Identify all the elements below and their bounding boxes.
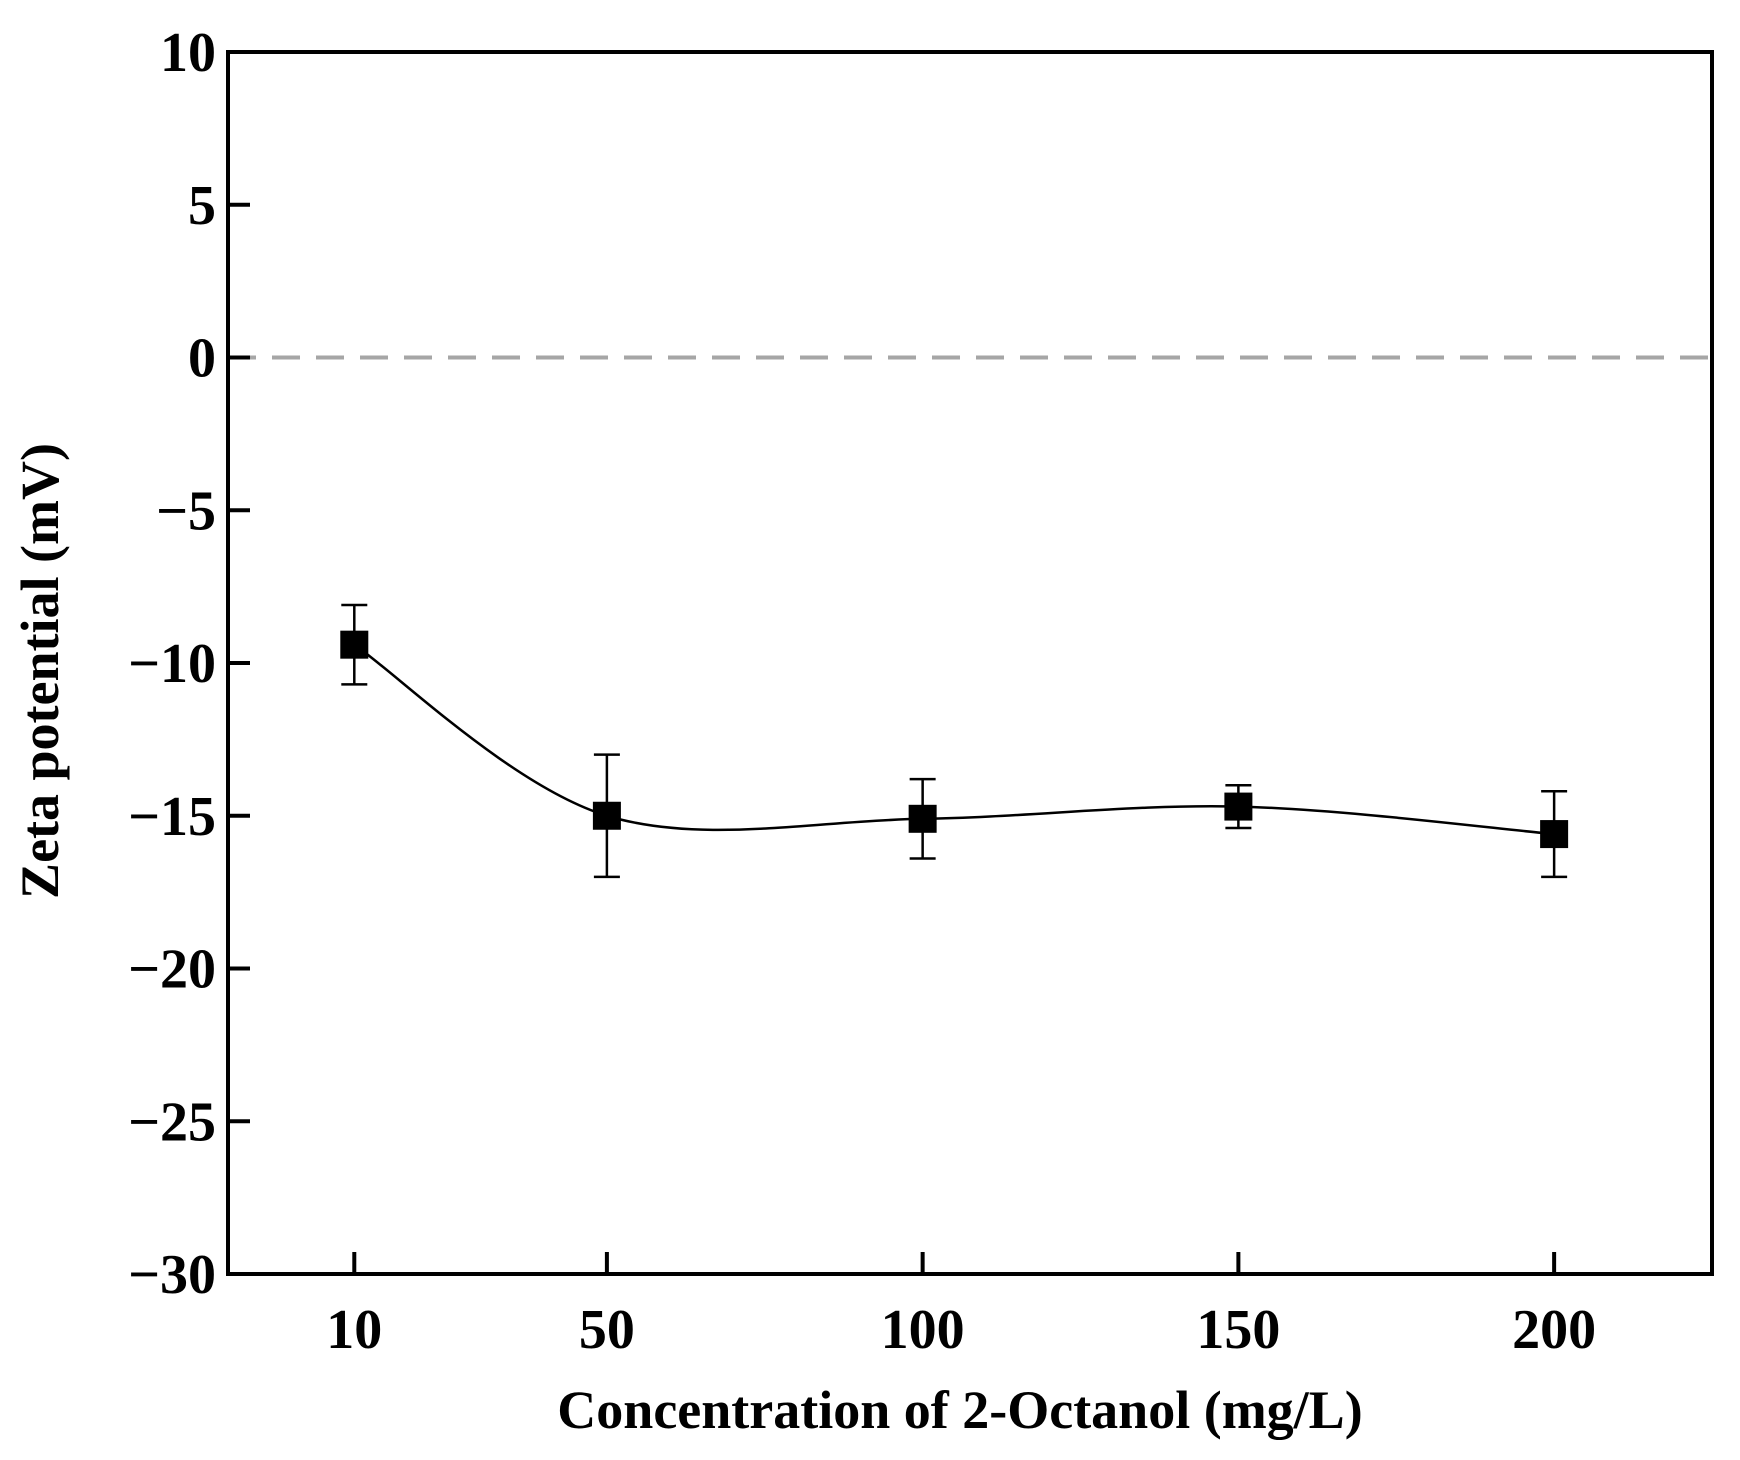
y-tick-label: −20 bbox=[128, 939, 216, 1001]
y-tick-label: −25 bbox=[128, 1091, 216, 1153]
data-point-marker bbox=[340, 630, 369, 659]
y-tick-label: 5 bbox=[188, 175, 216, 237]
fit-curve bbox=[353, 643, 1555, 836]
plot-frame bbox=[226, 50, 1714, 1276]
y-tick-label: 0 bbox=[188, 328, 216, 390]
y-tick-label: −10 bbox=[128, 633, 216, 695]
data-point-marker bbox=[592, 801, 621, 830]
x-tick-label: 10 bbox=[326, 1299, 382, 1361]
x-axis-title: Concentration of 2-Octanol (mg/L) bbox=[557, 1380, 1362, 1440]
x-tick-label: 50 bbox=[579, 1299, 635, 1361]
x-tick-label: 150 bbox=[1196, 1299, 1280, 1361]
data-point-marker bbox=[1224, 792, 1253, 821]
data-point-marker bbox=[1540, 820, 1569, 849]
y-tick-label: 10 bbox=[160, 22, 216, 84]
y-tick-label: −15 bbox=[128, 786, 216, 848]
y-axis-title: Zeta potential (mV) bbox=[10, 443, 70, 899]
y-tick-label: −5 bbox=[156, 480, 216, 542]
y-tick-label: −30 bbox=[128, 1244, 216, 1306]
x-tick-label: 100 bbox=[881, 1299, 965, 1361]
x-tick-label: 200 bbox=[1512, 1299, 1596, 1361]
data-point-marker bbox=[908, 804, 937, 833]
